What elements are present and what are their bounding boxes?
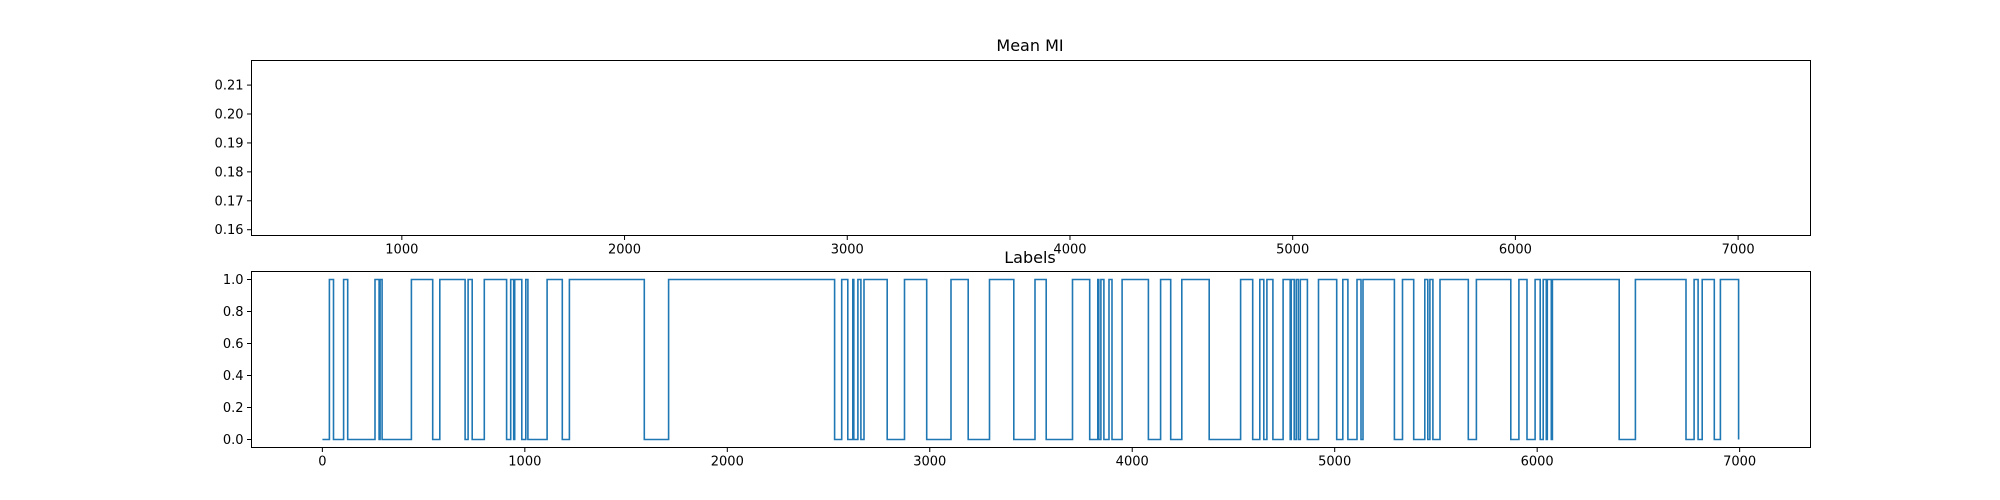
mean-mi-title: Mean MI — [996, 36, 1063, 55]
labels-x-axis: 0 1000 2000 3000 4000 5000 6000 7000 — [318, 447, 1756, 470]
mean-mi-x-axis: 1000 2000 3000 4000 5000 6000 7000 — [385, 235, 1755, 258]
labels-x-tick-label: 1000 — [508, 455, 541, 470]
labels-y-tick-label: 0.4 — [223, 369, 244, 384]
mean-mi-x-tick-label: 1000 — [385, 243, 418, 258]
labels-x-tick-label: 6000 — [1521, 455, 1554, 470]
mean-mi-x-tick-label: 7000 — [1722, 243, 1755, 258]
mean-mi-x-tick-label: 5000 — [1276, 243, 1309, 258]
labels-x-tick-label: 0 — [318, 455, 326, 470]
mean-mi-y-tick-label: 0.17 — [215, 194, 244, 209]
labels-x-tick-label: 7000 — [1723, 455, 1756, 470]
labels-y-axis: 0.0 0.2 0.4 0.6 0.8 1.0 — [223, 273, 252, 448]
mean-mi-y-tick-label: 0.20 — [215, 108, 244, 123]
mean-mi-x-tick-label: 2000 — [608, 243, 641, 258]
labels-frame — [251, 271, 1811, 448]
mean-mi-x-tick-label: 6000 — [1499, 243, 1532, 258]
mean-mi-y-tick-label: 0.18 — [215, 165, 244, 180]
mean-mi-x-tick-label: 4000 — [1053, 243, 1086, 258]
labels-plot-area — [322, 278, 1740, 441]
labels-y-tick-label: 0.0 — [223, 433, 244, 448]
labels-y-tick-label: 0.8 — [223, 305, 244, 320]
mean-mi-y-tick-label: 0.21 — [215, 79, 244, 94]
mean-mi-y-tick-label: 0.19 — [215, 136, 244, 151]
mean-mi-y-tick-label: 0.16 — [215, 223, 244, 238]
labels-y-tick-label: 0.2 — [223, 401, 244, 416]
labels-title: Labels — [1004, 248, 1056, 267]
mean-mi-frame — [251, 60, 1811, 236]
labels-x-tick-label: 3000 — [913, 455, 946, 470]
labels-y-tick-label: 1.0 — [223, 273, 244, 288]
labels-x-tick-label: 4000 — [1116, 455, 1149, 470]
labels-axes: Labels 0 1000 2000 3000 4000 5000 6000 7000 0.0… — [223, 248, 1811, 470]
labels-y-tick-label: 0.6 — [223, 337, 244, 352]
mean-mi-y-axis: 0.16 0.17 0.18 0.19 0.20 0.21 — [215, 79, 252, 238]
mean-mi-x-tick-label: 3000 — [831, 243, 864, 258]
labels-series-line — [322, 278, 1740, 441]
labels-x-tick-label: 2000 — [711, 455, 744, 470]
labels-x-tick-label: 5000 — [1318, 455, 1351, 470]
mean-mi-axes: Mean MI 1000 2000 3000 4000 5000 6000 7000 0.1… — [215, 36, 1811, 258]
